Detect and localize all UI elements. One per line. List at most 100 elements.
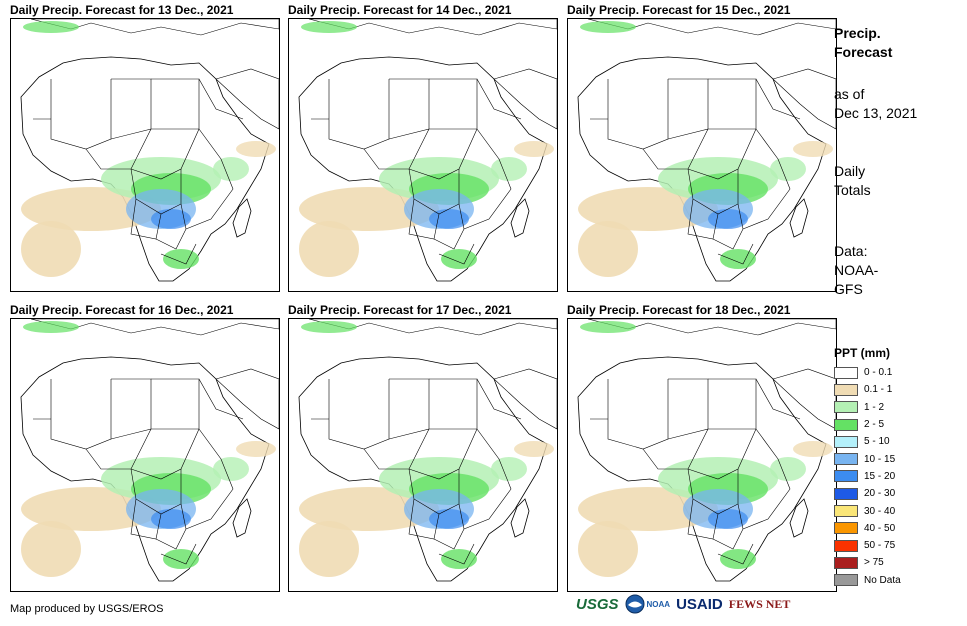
usgs-logo: USGS (576, 595, 619, 613)
forecast-panel-1: Daily Precip. Forecast for 13 Dec., 2021 (10, 3, 280, 292)
country-borders (590, 78, 801, 265)
as-of-value: Dec 13, 2021 (834, 105, 918, 121)
madagascar (510, 198, 530, 238)
legend-label: 10 - 15 (864, 453, 896, 465)
country-borders (311, 378, 522, 565)
legend-item: 50 - 75 (834, 537, 901, 554)
country-borders (33, 78, 244, 265)
legend-label: 0.1 - 1 (864, 384, 893, 396)
precip-overlay (21, 21, 276, 277)
legend-title: PPT (mm) (834, 346, 891, 360)
totals-line: Daily (834, 163, 866, 179)
precip-overlay (299, 21, 554, 277)
legend-swatch (834, 435, 858, 448)
precip-map (567, 18, 837, 292)
usaid-logo: USAID (676, 595, 723, 613)
legend-label: 2 - 5 (864, 419, 885, 431)
legend-label: > 75 (864, 557, 884, 569)
data-source: Data: NOAA- GFS (834, 242, 878, 299)
as-of-label: as of (834, 86, 865, 102)
precip-map (10, 318, 280, 592)
legend-swatch (834, 453, 858, 466)
legend-item: 10 - 15 (834, 450, 901, 467)
data-source-line: NOAA- (834, 262, 879, 278)
europe-coast (587, 319, 836, 336)
country-borders (590, 378, 801, 565)
noaa-logo: NOAA (625, 594, 670, 614)
precip-overlay (21, 321, 276, 577)
europe-coast (30, 319, 279, 336)
legend-item: 2 - 5 (834, 416, 901, 433)
totals-line: Totals (834, 182, 871, 198)
legend-label: 0 - 0.1 (864, 367, 893, 379)
madagascar (232, 498, 252, 538)
arabia-landmass (772, 68, 836, 130)
map-title-line: Forecast (834, 44, 893, 60)
precip-map (567, 318, 837, 592)
legend-swatch (834, 522, 858, 535)
europe-coast (308, 319, 557, 336)
legend-swatch (834, 574, 858, 587)
arabia-landmass (215, 368, 279, 430)
forecast-panel-6: Daily Precip. Forecast for 18 Dec., 2021 (567, 303, 837, 592)
legend-item: > 75 (834, 554, 901, 571)
legend-item: No Data (834, 572, 901, 589)
legend-label: 50 - 75 (864, 540, 896, 552)
precip-map (288, 318, 558, 592)
forecast-panel-4: Daily Precip. Forecast for 16 Dec., 2021 (10, 303, 280, 592)
madagascar (232, 198, 252, 238)
europe-coast (308, 19, 557, 36)
legend-swatch (834, 401, 858, 414)
madagascar (789, 498, 809, 538)
panel-title: Daily Precip. Forecast for 18 Dec., 2021 (567, 303, 791, 317)
legend-label: No Data (864, 574, 901, 586)
legend-item: 0.1 - 1 (834, 381, 901, 398)
panel-title: Daily Precip. Forecast for 17 Dec., 2021 (288, 303, 512, 317)
arabia-landmass (772, 368, 836, 430)
legend-item: 5 - 10 (834, 433, 901, 450)
panel-title: Daily Precip. Forecast for 13 Dec., 2021 (10, 3, 234, 17)
arabia-landmass (215, 68, 279, 130)
data-source-line: Data: (834, 243, 868, 259)
map-title: Precip. Forecast (834, 24, 892, 62)
legend-swatch (834, 539, 858, 552)
legend-item: 30 - 40 (834, 502, 901, 519)
fewsnet-logo: FEWS NET (728, 596, 791, 611)
legend-item: 20 - 30 (834, 485, 901, 502)
panel-title: Daily Precip. Forecast for 14 Dec., 2021 (288, 3, 512, 17)
legend-swatch (834, 556, 858, 569)
madagascar (789, 198, 809, 238)
legend-label: 1 - 2 (864, 401, 885, 413)
precip-map (288, 18, 558, 292)
legend-label: 5 - 10 (864, 436, 890, 448)
arabia-landmass (493, 68, 557, 130)
precip-legend: PPT (mm) 0 - 0.1 0.1 - 1 1 - 2 2 - 5 5 - 10 1… (834, 346, 901, 589)
forecast-panel-2: Daily Precip. Forecast for 14 Dec., 2021 (288, 3, 558, 292)
europe-coast (587, 19, 836, 36)
legend-label: 30 - 40 (864, 505, 896, 517)
madagascar (510, 498, 530, 538)
totals-note: Daily Totals (834, 162, 871, 200)
legend-item: 15 - 20 (834, 468, 901, 485)
map-title-line: Precip. (834, 25, 881, 41)
legend-label: 40 - 50 (864, 522, 896, 534)
legend-item: 1 - 2 (834, 399, 901, 416)
legend-swatch (834, 505, 858, 518)
precip-overlay (578, 21, 833, 277)
legend-swatch (834, 383, 858, 396)
country-borders (33, 378, 244, 565)
map-credit: Map produced by USGS/EROS (10, 603, 164, 615)
legend-swatch (834, 487, 858, 500)
europe-coast (30, 19, 279, 36)
legend-label: 20 - 30 (864, 488, 896, 500)
panel-title: Daily Precip. Forecast for 16 Dec., 2021 (10, 303, 234, 317)
legend-item: 40 - 50 (834, 520, 901, 537)
legend-item: 0 - 0.1 (834, 364, 901, 381)
arabia-landmass (493, 368, 557, 430)
data-source-line: GFS (834, 281, 863, 297)
legend-swatch (834, 366, 858, 379)
legend-swatch (834, 418, 858, 431)
forecast-panel-3: Daily Precip. Forecast for 15 Dec., 2021 (567, 3, 837, 292)
forecast-panel-5: Daily Precip. Forecast for 17 Dec., 2021 (288, 303, 558, 592)
legend-swatch (834, 470, 858, 483)
